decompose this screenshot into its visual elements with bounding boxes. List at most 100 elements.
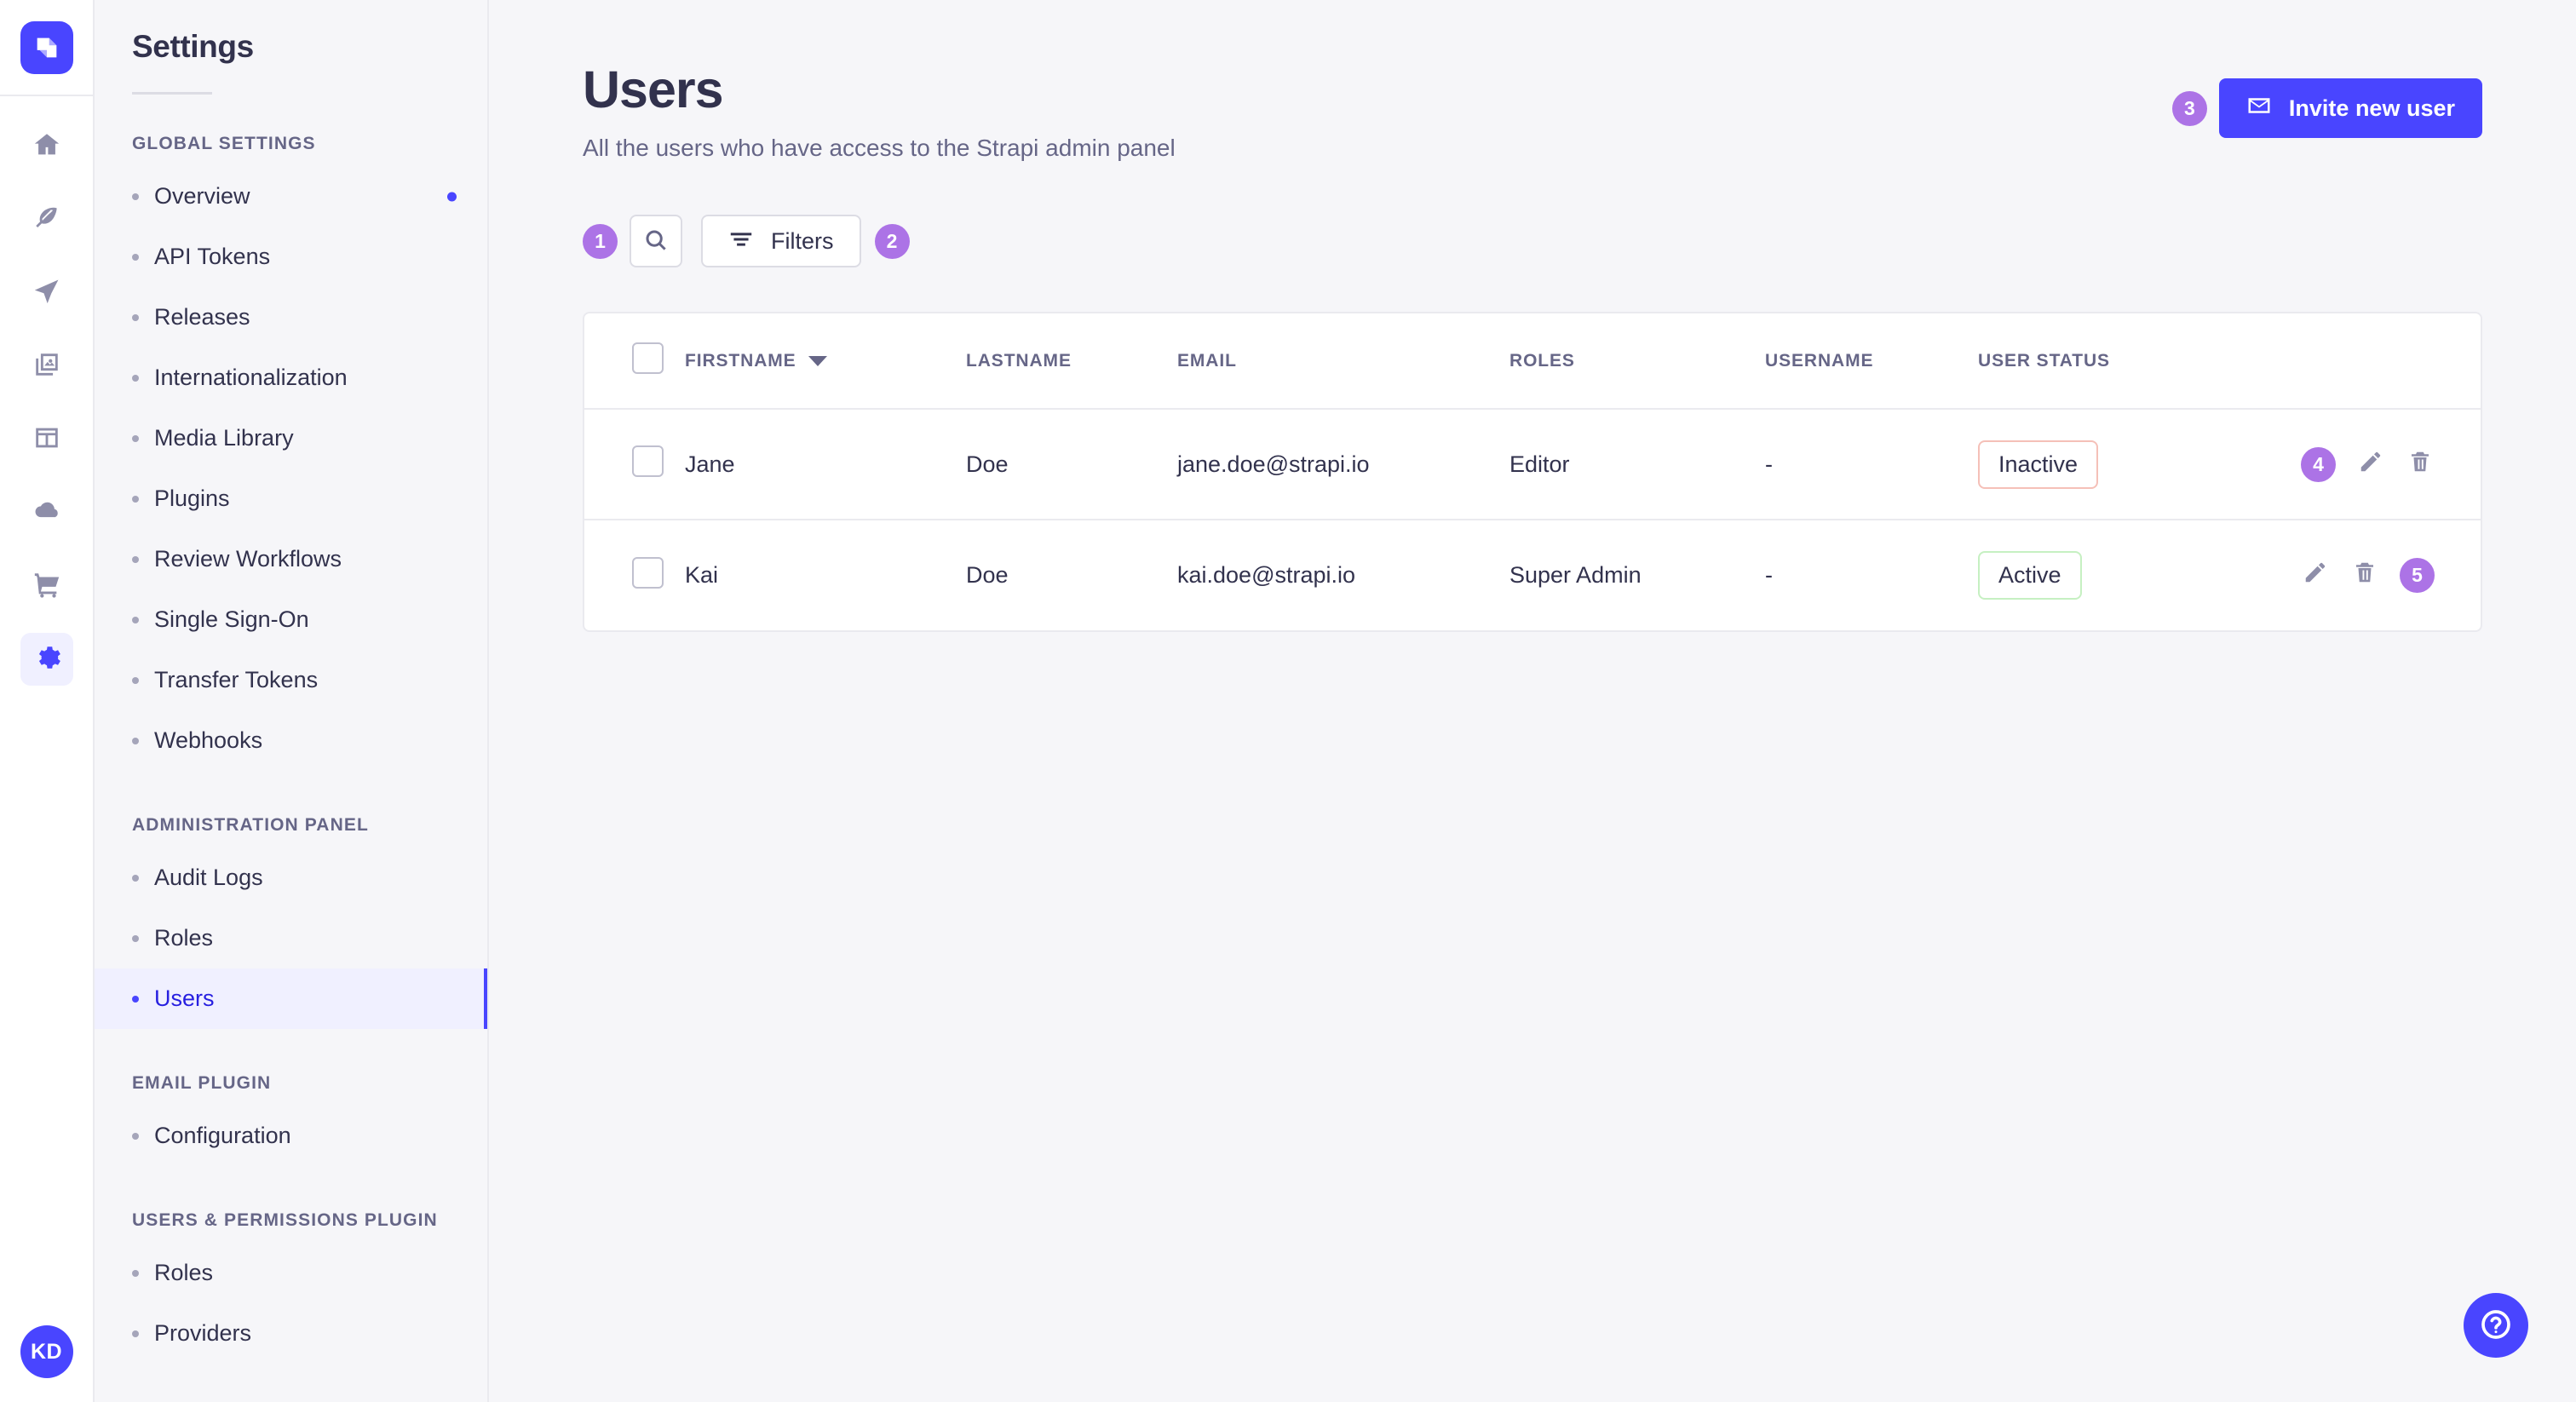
edit-user-button[interactable] [2356,450,2385,479]
nav-section-label-administration-panel: ADMINISTRATION PANEL [132,815,369,835]
table-header-row: FIRSTNAME LASTNAME EMAIL ROLES USERNAME … [584,313,2481,411]
users-table-card: FIRSTNAME LASTNAME EMAIL ROLES USERNAME … [583,312,2482,633]
sidebar-item-label: Providers [154,1320,252,1346]
bullet-icon [132,555,139,563]
rail-item-list [20,120,73,686]
bullet-icon [132,874,139,882]
filters-button[interactable]: Filters [701,215,861,268]
cell-row-actions: 4 [2234,409,2481,521]
invite-new-user-button[interactable]: Invite new user [2218,78,2482,138]
sidebar-item-up-roles[interactable]: Roles [95,1243,487,1303]
select-all-header [584,313,685,411]
help-button[interactable] [2464,1293,2528,1358]
sidebar-item-overview[interactable]: Overview [95,166,487,227]
delete-user-button[interactable] [2406,450,2435,479]
filter-icon [728,228,754,255]
bullet-icon [132,737,139,744]
rail-item-plugins[interactable] [20,413,73,466]
row-actions: 5 [2234,558,2435,594]
filters-label: Filters [771,227,834,254]
cell-roles: Super Admin [1509,562,1642,589]
envelope-icon [2246,93,2272,124]
rail-item-settings[interactable] [20,633,73,686]
sidebar-item-label: Review Workflows [154,546,342,572]
sidebar-item-review-workflows[interactable]: Review Workflows [95,529,487,589]
edit-user-button[interactable] [2301,561,2330,590]
sidebar-item-transfer-tokens[interactable]: Transfer Tokens [95,650,487,710]
row-actions: 4 [2234,446,2435,482]
rail-item-media-library[interactable] [20,340,73,393]
rail-item-content-type-builder[interactable] [20,267,73,319]
sidebar-item-media-library[interactable]: Media Library [95,408,487,468]
sort-descending-icon [808,355,827,366]
avatar[interactable]: KD [20,1325,73,1378]
sidebar-item-plugins[interactable]: Plugins [95,468,487,529]
step-badge-5: 5 [2400,558,2435,594]
sidebar-item-label: Configuration [154,1123,291,1148]
page-header-text: Users All the users who have access to t… [583,60,2172,162]
select-all-checkbox[interactable] [632,342,664,375]
pencil-icon [2303,560,2328,591]
row-checkbox[interactable] [632,445,664,478]
delete-user-button[interactable] [2350,561,2379,590]
sidebar-item-label: Internationalization [154,365,348,390]
sidebar-item-label: Roles [154,1260,214,1285]
sidebar-item-single-sign-on[interactable]: Single Sign-On [95,589,487,650]
table-row[interactable]: Jane Doe jane.doe@strapi.io Editor - Ina… [584,409,2481,521]
sidebar-item-internationalization[interactable]: Internationalization [95,348,487,408]
column-header-user-status[interactable]: USER STATUS [1978,313,2234,411]
table-row[interactable]: Kai Doe kai.doe@strapi.io Super Admin - … [584,520,2481,630]
rail-item-cloud[interactable] [20,486,73,539]
column-header-roles[interactable]: ROLES [1509,313,1765,411]
media-images-icon [32,350,61,383]
bullet-icon [132,1330,139,1337]
cell-user-status: Active [1978,520,2234,630]
notification-dot-icon [447,192,457,201]
column-header-email[interactable]: EMAIL [1177,313,1509,411]
strapi-logo-icon[interactable] [20,20,73,74]
rail-item-content-manager[interactable] [20,193,73,246]
trash-icon [2352,560,2378,591]
cell-username: - [1765,562,1773,589]
rail-item-home[interactable] [20,120,73,173]
sidebar-item-label: Releases [154,304,250,330]
settings-subnav: Settings GLOBAL SETTINGS Overview API To… [95,0,489,1402]
trash-icon [2407,449,2433,480]
sidebar-item-up-providers[interactable]: Providers [95,1303,487,1364]
cell-email: jane.doe@strapi.io [1177,409,1509,521]
sidebar-item-configuration[interactable]: Configuration [95,1106,487,1166]
rail-item-marketplace[interactable] [20,560,73,612]
sidebar-item-audit-logs[interactable]: Audit Logs [95,848,487,908]
users-table-body: Jane Doe jane.doe@strapi.io Editor - Ina… [584,409,2481,630]
bullet-icon [132,313,139,321]
cell-email: kai.doe@strapi.io [1177,562,1356,589]
layout-icon [32,423,61,457]
column-header-lastname[interactable]: LASTNAME [966,313,1177,411]
page-header: Users All the users who have access to t… [489,0,2576,162]
search-button[interactable] [630,215,682,268]
column-header-firstname[interactable]: FIRSTNAME [685,313,966,411]
bullet-icon [132,192,139,200]
row-checkbox[interactable] [632,556,664,589]
bullet-icon [132,1132,139,1140]
sidebar-item-roles[interactable]: Roles [95,908,487,968]
sidebar-item-api-tokens[interactable]: API Tokens [95,227,487,287]
step-badge-3: 3 [2171,90,2207,126]
column-header-username[interactable]: USERNAME [1765,313,1978,411]
sidebar-item-releases[interactable]: Releases [95,287,487,348]
question-circle-icon [2479,1307,2513,1344]
status-badge: Active [1978,551,2082,600]
bullet-icon [132,995,139,1003]
search-icon [643,227,669,256]
sidebar-item-users[interactable]: Users [95,968,487,1029]
cell-firstname: Jane [685,409,966,521]
bullet-icon [132,253,139,261]
sidebar-item-webhooks[interactable]: Webhooks [95,710,487,771]
bullet-icon [132,676,139,684]
sidebar-item-label: Single Sign-On [154,606,309,632]
sidebar-item-label: Webhooks [154,727,263,753]
step-badge-1: 1 [583,223,618,259]
sidebar-item-label: Users [154,985,215,1011]
sidebar-item-label: Transfer Tokens [154,667,319,692]
